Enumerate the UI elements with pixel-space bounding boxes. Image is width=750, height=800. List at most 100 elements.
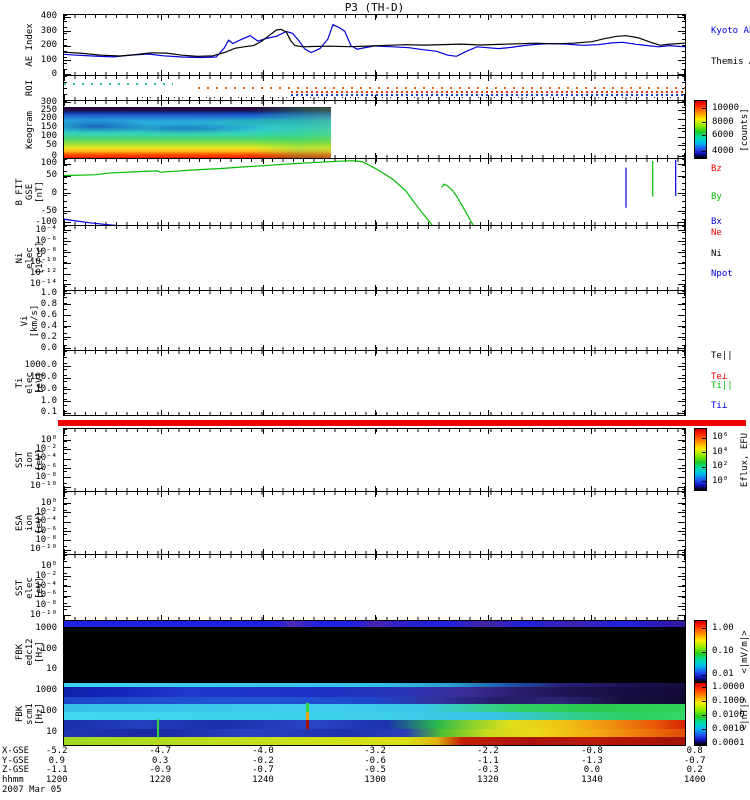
y-major-tick (64, 521, 71, 523)
x-major-tick (64, 159, 65, 164)
y-major-tick (678, 540, 685, 542)
x-major-tick (160, 549, 162, 554)
x-major-tick (487, 429, 489, 434)
x-major-tick (64, 555, 65, 560)
legend-label: Ne (711, 228, 722, 239)
colorbar-tick-label: 1.0000 (712, 681, 745, 692)
colorbar-tick-label: 0.0100 (712, 709, 745, 720)
minor-ticks-bottom (64, 155, 685, 158)
y-major-tick (64, 102, 71, 104)
y-tick-label: 10⁰ (40, 497, 57, 508)
x-major-tick (375, 492, 377, 497)
y-major-tick (64, 377, 71, 379)
x-major-tick (591, 492, 593, 497)
x-major-tick (160, 76, 162, 81)
y-tick-label: 10⁰ (40, 561, 57, 572)
minor-ticks-top (64, 226, 685, 229)
panel-ylabel: Ti elec [eV] (15, 372, 45, 394)
y-major-tick (64, 566, 71, 568)
x-major-tick (487, 291, 489, 296)
y-major-tick (64, 74, 71, 76)
footer-row-label: Y-GSE (2, 755, 30, 766)
y-major-tick (678, 531, 685, 533)
footer-tick-value: 0.0 (583, 765, 601, 775)
y-major-tick (64, 605, 71, 607)
y-major-tick (64, 241, 71, 243)
x-major-tick (684, 429, 686, 434)
x-major-tick (263, 220, 265, 225)
footer-axis: 2007 Mar 05 X-GSE Y-GSE Z-GSE hhmm -5.2 0.9 -1… (0, 747, 750, 799)
y-tick-label: 400 (40, 11, 57, 22)
panel-ylabel: AE Index (25, 23, 35, 67)
y-major-tick (678, 315, 685, 317)
minor-ticks-bottom (64, 97, 685, 100)
y-tick-label: 1000 (35, 622, 57, 633)
y-major-tick (678, 156, 685, 157)
y-tick-label: 100 (40, 158, 57, 169)
y-major-tick (678, 458, 685, 460)
y-tick-label: 0.1 (40, 407, 57, 418)
panel-fbk-scm1: 1000 100 10 FBK scm1 [Hz] (15, 682, 686, 746)
y-major-tick (678, 222, 685, 224)
footer-tick-value: 1220 (149, 774, 172, 785)
y-tick-label: 10⁻⁸ (35, 246, 57, 257)
footer-tick-value: -4.7 (149, 746, 172, 756)
y-tick-label: 10⁻⁴ (35, 580, 57, 591)
minor-ticks-right (682, 429, 685, 491)
x-major-tick (64, 615, 65, 620)
footer-tick-value: -0.5 (364, 765, 386, 775)
y-major-tick (678, 326, 685, 328)
minor-ticks-left (64, 291, 67, 350)
x-major-tick (64, 549, 65, 554)
y-major-tick (64, 458, 71, 460)
legend-label: Themis AE (711, 56, 750, 67)
x-major-tick (160, 285, 162, 290)
y-major-tick (678, 337, 685, 339)
y-tick-label: 10⁻⁸ (35, 534, 57, 545)
colorbar-tick (702, 729, 706, 731)
x-major-tick (375, 76, 377, 81)
colorbar-tick (702, 687, 706, 689)
x-major-tick (591, 70, 593, 75)
y-tick-label: 0.2 (40, 331, 57, 342)
x-major-tick (160, 615, 162, 620)
y-tick-label: 200 (40, 113, 57, 124)
fbk2-spectrogram-band (64, 687, 685, 697)
x-major-tick (263, 226, 265, 231)
footer-row-label: Z-GSE (2, 765, 30, 775)
x-major-tick (684, 615, 686, 620)
y-tick-label: 10⁻⁶ (35, 525, 57, 536)
footer-tick-value: 1320 (477, 774, 499, 785)
colorbar-tick-label: 0.0001 (712, 737, 745, 748)
minor-ticks-left (64, 555, 67, 620)
x-major-tick (487, 76, 489, 81)
x-major-tick (684, 555, 686, 560)
y-major-tick (678, 136, 685, 138)
legend-label: Npot (711, 269, 733, 279)
x-major-tick (64, 410, 65, 415)
x-major-tick (160, 555, 162, 560)
y-tick-label: 50 (46, 139, 57, 150)
minor-ticks-top (64, 291, 685, 294)
colorbar-tick (702, 715, 706, 717)
legend-label: Te|| (711, 351, 733, 362)
footer-tick-value: -1.1 (477, 755, 499, 766)
y-major-tick (678, 512, 685, 514)
y-major-tick (64, 389, 71, 391)
roi-flag-blue (290, 94, 685, 96)
y-tick-label: 100 (40, 706, 57, 717)
y-tick-label: 300 (40, 25, 57, 36)
y-major-tick (64, 16, 71, 18)
y-tick-label: 1000 (35, 684, 57, 695)
minor-ticks-bottom (64, 222, 685, 225)
y-major-tick (678, 440, 685, 442)
y-major-tick (678, 595, 685, 597)
minor-ticks-top (64, 492, 685, 495)
y-major-tick (678, 252, 685, 254)
x-major-tick (487, 492, 489, 497)
colorbar-tick-label: 0.10 (712, 646, 734, 656)
x-major-tick (160, 226, 162, 231)
y-tick-label: 10⁻⁶ (35, 462, 57, 473)
y-major-tick (64, 230, 71, 232)
colorbar-tick (702, 743, 706, 745)
